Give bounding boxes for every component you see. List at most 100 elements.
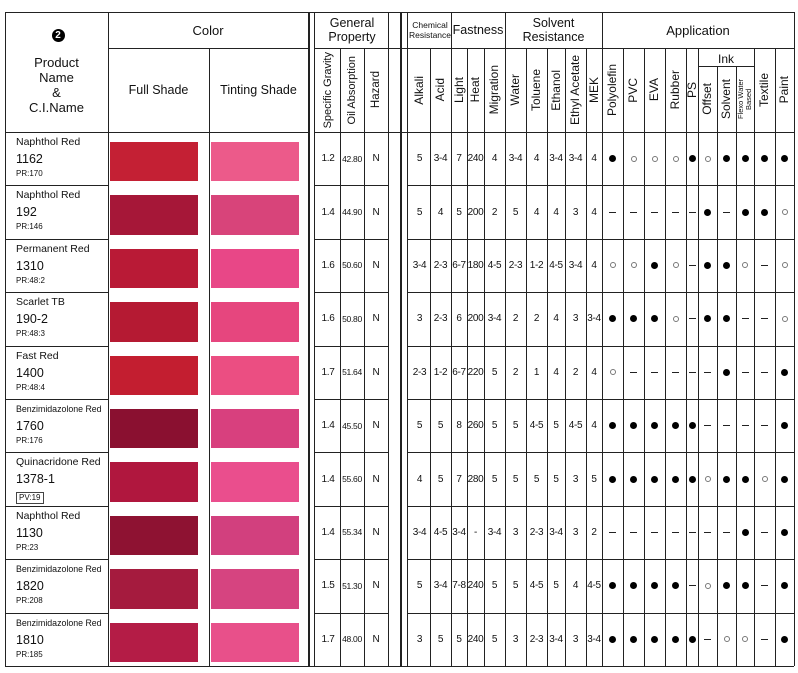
cell-value: 7-8 [452,580,466,592]
cell-value: 200 [467,206,484,218]
application-cell [644,559,665,612]
product-name: Quinacridone Red [16,456,101,469]
dash-icon [630,371,637,373]
filled-dot-icon [781,368,788,376]
column-header-polyolefin: Polyolefin [602,48,623,132]
grid-vline [407,12,408,666]
grid-hline [407,613,794,614]
general-property-line-2: Property [328,30,376,44]
column-header-rubber: Rubber [665,48,686,132]
filled-dot-icon [781,475,788,483]
application-cell [686,613,698,666]
product-cell: Permanent Red 1310 PR:48:2 [16,243,108,290]
grid-hline [5,559,108,560]
open-dot-icon [742,636,748,643]
dash-icon [688,211,696,213]
column-header-label: Oil Absorption [345,55,358,125]
application-cell [665,239,686,292]
product-number: 1378-1 [16,472,55,487]
cell-value: 5 [437,473,444,485]
grid-hline [5,346,108,347]
application-cell [775,132,794,185]
cell-value: 4 [572,580,579,592]
cell-value: 3 [572,313,579,325]
column-header-label: Hazard [369,71,382,109]
product-number: 1810 [16,632,44,647]
application-cell [775,346,794,399]
application-cell [644,132,665,185]
application-cell [717,452,736,505]
cell-value: 1-2 [433,366,448,378]
application-cell [623,132,644,185]
dash-icon [723,425,730,427]
product-cell: Fast Red 1400 PR:48:4 [16,350,108,397]
cell-value: 3-4 [433,580,448,592]
full-shade-swatch [110,569,198,609]
column-header-hazard: Hazard [364,48,388,132]
cell-value: 2-3 [433,313,448,325]
color-header: Color [192,22,224,38]
cell-value: 2-3 [508,259,523,271]
open-dot-icon [630,155,637,162]
full-shade-swatch [110,195,198,235]
cell-value: 4 [553,313,559,325]
filled-dot-icon [741,528,749,536]
ci-name: PR:146 [16,222,43,232]
dash-icon [741,425,749,427]
application-cell [775,613,794,666]
application-cell [644,399,665,452]
cell-value: 280 [467,473,484,485]
grid-hline [407,559,794,560]
column-header-label: Acid [433,78,447,102]
cell-value: 1 [533,366,540,378]
column-header-label: PS [684,81,699,98]
cell-value: 3 [512,633,519,645]
cell-value: 1.5 [321,580,335,592]
grid-vline [467,48,468,666]
cell-value: 5 [456,206,462,218]
application-cell [602,452,623,505]
general-property-header: General Property [316,14,388,46]
application-cell [623,399,644,452]
cell-value: 55.60 [342,474,362,485]
grid-vline [364,48,365,666]
grid-hline [407,452,794,453]
application-cell [623,346,644,399]
product-number: 1400 [16,365,44,380]
grid-vline [430,48,431,666]
application-cell [698,239,717,292]
column-header-label: Toluene [529,68,543,112]
cell-value: 2 [591,526,597,538]
cell-value: 45.50 [342,420,362,431]
application-cell [775,399,794,452]
cell-value: 5 [416,580,423,592]
application-cell [717,292,736,345]
cell-value: - [473,526,478,538]
cell-value: 3 [572,473,579,485]
column-header-label: Textile [757,72,771,107]
grid-hline [314,613,388,614]
cell-value: 5 [512,580,519,592]
filled-dot-icon [672,475,679,483]
filled-dot-icon [781,155,788,163]
cell-value: 4 [533,206,540,218]
filled-dot-icon [688,475,696,483]
cell-value: 2 [512,313,519,325]
cell-value: 42.80 [342,153,362,164]
cell-value: N [372,153,380,165]
application-cell [698,292,717,345]
filled-dot-icon [723,582,730,590]
cell-value: 4 [416,473,423,485]
cell-value: 4-5 [587,580,601,592]
cell-value: 3-4 [568,153,583,165]
application-cell [698,559,717,612]
grid-hline [314,132,794,133]
column-header-acid: Acid [430,48,451,132]
cell-value: 2 [572,366,579,378]
product-name: Naphthol Red [16,509,81,522]
application-cell [754,132,775,185]
open-dot-icon [781,209,788,216]
ci-name: PV:19 [16,492,44,505]
chemical-resistance-line-1: Chemical [412,20,448,30]
cell-value: 51.30 [342,580,362,591]
